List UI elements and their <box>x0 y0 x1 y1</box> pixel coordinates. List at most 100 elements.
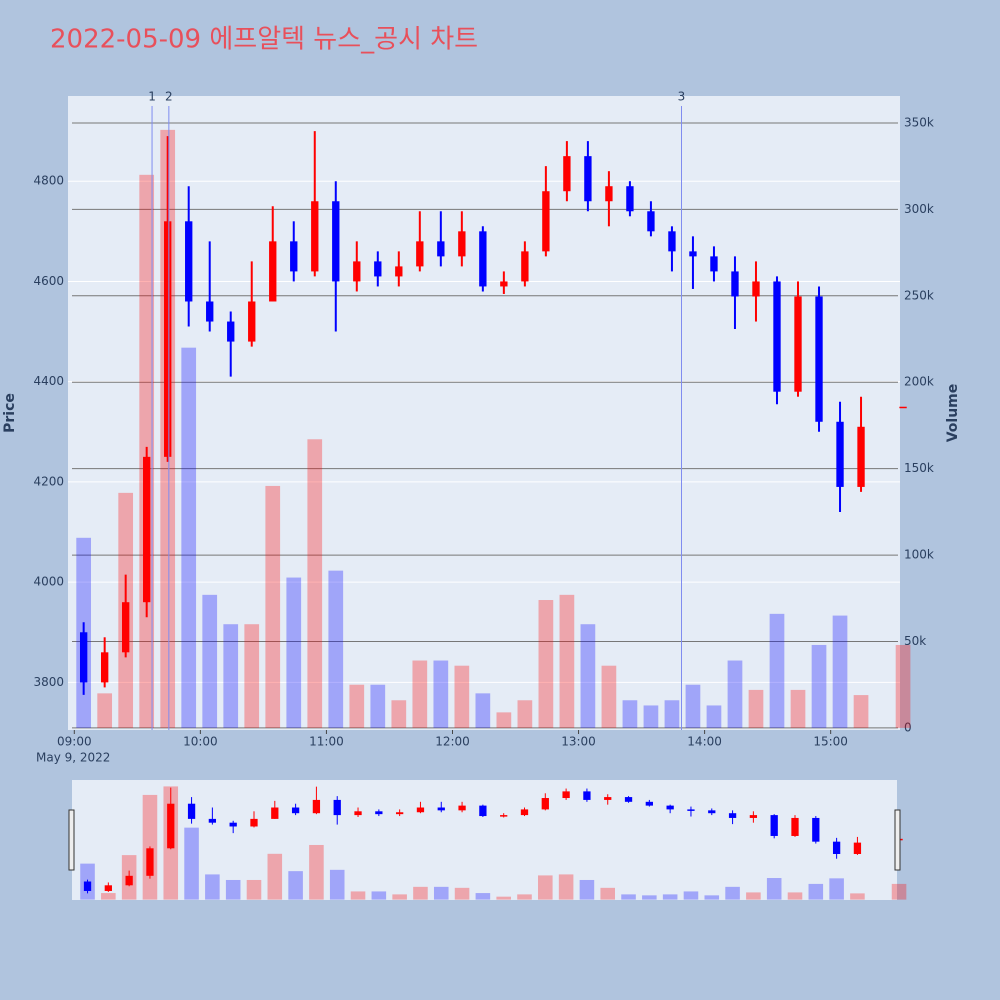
candle-body <box>562 791 570 799</box>
volume-bar <box>517 700 533 728</box>
volume-bar <box>811 644 827 728</box>
candle-body <box>143 456 151 603</box>
candle-body <box>227 321 235 342</box>
volume-bar <box>454 665 470 728</box>
candle-body <box>500 281 508 287</box>
candle-body <box>437 807 445 811</box>
y-tick-label: 4200 <box>33 474 64 488</box>
volume-bar <box>205 874 220 900</box>
volume-bar <box>184 827 199 900</box>
slider-handle[interactable] <box>894 809 901 871</box>
volume-bar <box>391 700 407 728</box>
volume-bar <box>349 684 365 728</box>
volume-bar <box>704 895 720 900</box>
candle-body <box>167 803 175 849</box>
y2-tick-label: 200k <box>904 375 934 389</box>
volume-bar <box>558 874 574 900</box>
volume-bar <box>433 886 449 900</box>
x-tick-label: 15:00 <box>813 735 848 749</box>
volume-bar <box>766 878 782 900</box>
y2-tick-label: 100k <box>904 548 934 562</box>
candle-body <box>626 186 634 212</box>
volume-bar <box>329 869 345 900</box>
candle-body <box>122 602 130 653</box>
candle-body <box>899 406 907 409</box>
volume-bar <box>288 871 303 900</box>
volume-bar <box>600 887 616 900</box>
y-tick-label: 4000 <box>33 575 64 589</box>
candle-body <box>584 156 592 202</box>
volume-bar <box>664 700 680 728</box>
candle-body <box>206 301 214 322</box>
y-tick-label: 4600 <box>33 274 64 288</box>
candle-body <box>624 797 633 802</box>
candle-body <box>374 261 382 277</box>
candle-body <box>437 241 445 257</box>
volume-bar <box>496 896 511 900</box>
candle-body <box>749 815 758 818</box>
candle-body <box>647 211 655 232</box>
y-tick-label: 4800 <box>33 174 64 188</box>
candle-body <box>229 822 237 827</box>
volume-bar <box>181 347 197 728</box>
candle-body <box>79 632 88 683</box>
candle-body <box>354 811 362 816</box>
volume-bar <box>265 485 281 728</box>
y2-tick-label: 0 <box>904 720 912 734</box>
candle-body <box>563 156 571 192</box>
candle-body <box>353 261 361 282</box>
candle-body <box>458 805 466 811</box>
volume-bar <box>746 892 761 900</box>
candle-body <box>728 813 737 818</box>
candle-body <box>311 201 319 272</box>
range-slider[interactable] <box>72 780 897 900</box>
candle-body <box>812 817 820 842</box>
candle-body <box>185 221 193 302</box>
candle-body <box>853 842 862 854</box>
volume-bar <box>97 693 113 728</box>
slider-handle[interactable] <box>68 809 75 871</box>
volume-bar <box>538 875 553 900</box>
annotation-label: 2 <box>165 90 173 104</box>
volume-bar <box>433 660 449 728</box>
candle-body <box>668 231 676 252</box>
candle-body <box>290 241 298 272</box>
candle-body <box>146 848 154 876</box>
volume-bar <box>371 891 387 900</box>
volume-bar <box>350 891 366 900</box>
candle-body <box>104 885 112 891</box>
volume-bar <box>392 894 407 900</box>
volume-bar <box>895 644 911 728</box>
volume-bar <box>891 883 907 900</box>
candle-body <box>708 810 716 814</box>
candle-body <box>269 241 277 302</box>
volume-bar <box>202 594 218 728</box>
volume-bar <box>601 665 617 728</box>
candle-body <box>164 221 172 457</box>
candle-body <box>794 296 802 392</box>
volume-bar <box>475 693 491 728</box>
x-tick-label: 14:00 <box>687 735 722 749</box>
candle-body <box>100 652 109 683</box>
candle-body <box>271 807 279 819</box>
candle-body <box>542 191 550 252</box>
annotation-label: 1 <box>148 90 156 104</box>
volume-bar <box>706 705 722 728</box>
candle-body <box>832 841 841 854</box>
volume-bar <box>683 891 699 900</box>
candle-body <box>645 801 653 806</box>
candle-body <box>605 186 613 202</box>
candle-body <box>125 875 133 886</box>
volume-bar <box>790 689 806 728</box>
volume-bar <box>244 624 260 728</box>
volume-bar <box>328 570 344 728</box>
volume-bar <box>475 893 491 900</box>
volume-bar <box>727 660 743 728</box>
volume-bar <box>538 600 554 728</box>
x-date-label: May 9, 2022 <box>36 751 110 765</box>
candle-body <box>291 807 300 814</box>
candle-body <box>857 426 865 487</box>
chart-title: 2022-05-09 에프알텍 뉴스_공시 차트 <box>50 25 478 55</box>
candle-body <box>396 812 404 815</box>
candle-body <box>333 799 341 816</box>
